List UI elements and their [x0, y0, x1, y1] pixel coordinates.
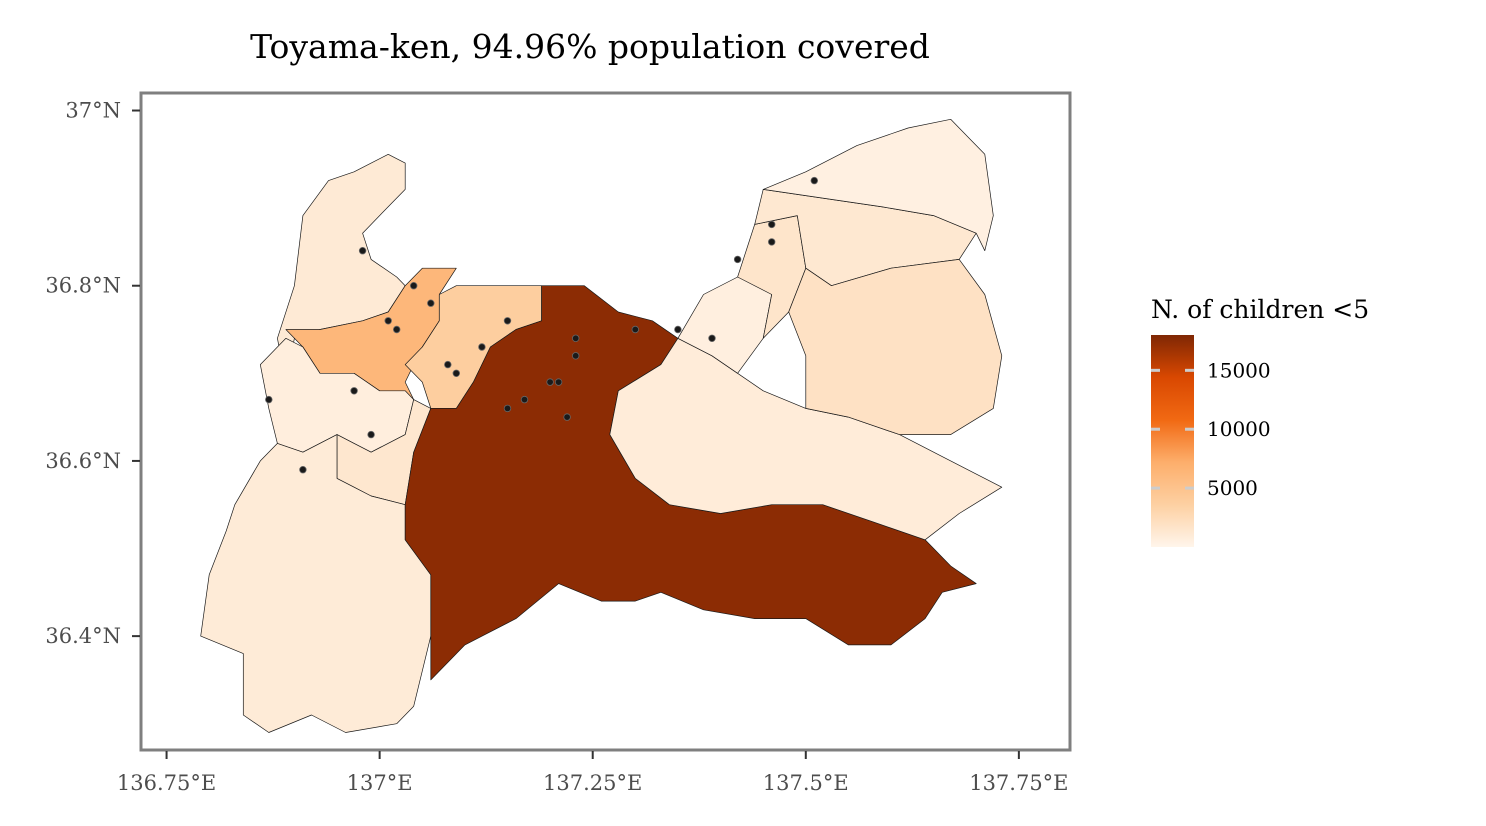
facility-point — [810, 176, 818, 185]
facility-point — [452, 369, 460, 377]
facility-point — [427, 299, 435, 307]
legend-break-label: 5000 — [1207, 476, 1258, 500]
facility-point — [520, 395, 529, 404]
facility-point — [410, 282, 418, 290]
facility-point — [768, 220, 776, 229]
facility-point — [733, 255, 742, 264]
legend-break-label: 15000 — [1207, 358, 1271, 382]
legend-title: N. of children <5 — [1151, 295, 1369, 324]
facility-point — [350, 387, 358, 395]
y-tick-label: 37°N — [65, 99, 121, 123]
y-tick-label: 36.6°N — [45, 449, 121, 473]
municipality-regions — [200, 118, 1003, 733]
facility-point — [572, 334, 580, 342]
facility-point — [546, 378, 554, 386]
facility-point — [631, 325, 639, 334]
y-tick-label: 36.8°N — [45, 274, 121, 298]
facility-point — [572, 352, 580, 360]
x-tick-label: 137.5°E — [763, 771, 849, 795]
facility-point — [674, 325, 682, 334]
facility-point — [444, 360, 452, 369]
facility-point — [708, 334, 716, 342]
y-tick-label: 36.4°N — [45, 624, 121, 648]
x-tick-label: 136.75°E — [117, 771, 216, 795]
region-nanto — [200, 434, 432, 733]
facility-point — [265, 395, 273, 404]
chart-title: Toyama-ken, 94.96% population covered — [250, 27, 930, 66]
facility-point — [503, 404, 512, 413]
region-kurobe — [788, 259, 1003, 435]
x-tick-label: 137.25°E — [543, 771, 642, 795]
facility-point — [554, 378, 563, 386]
x-tick-label: 137°E — [347, 771, 413, 795]
facility-point — [367, 430, 375, 439]
plot-panel-border — [139, 91, 1072, 752]
facility-point — [503, 317, 512, 325]
facility-point — [768, 238, 776, 246]
x-axis: 136.75°E 137°E 137.25°E 137.5°E 137.75°E — [117, 751, 1069, 795]
y-axis: 36.4°N 36.6°N 36.8°N 37°N — [45, 99, 140, 648]
facility-point — [478, 343, 486, 351]
legend-colorbar — [1151, 335, 1194, 547]
legend: N. of children <5 5000 10000 15000 — [1151, 295, 1369, 547]
legend-breaks: 5000 10000 15000 — [1151, 358, 1271, 500]
facility-points — [265, 176, 818, 474]
facility-point — [563, 413, 571, 421]
facility-point — [393, 325, 401, 334]
legend-break-label: 10000 — [1207, 417, 1271, 441]
region-asahi — [762, 118, 994, 252]
x-tick-label: 137.75°E — [969, 771, 1068, 795]
facility-point — [358, 246, 367, 255]
facility-point — [299, 466, 307, 474]
facility-point — [384, 317, 392, 325]
